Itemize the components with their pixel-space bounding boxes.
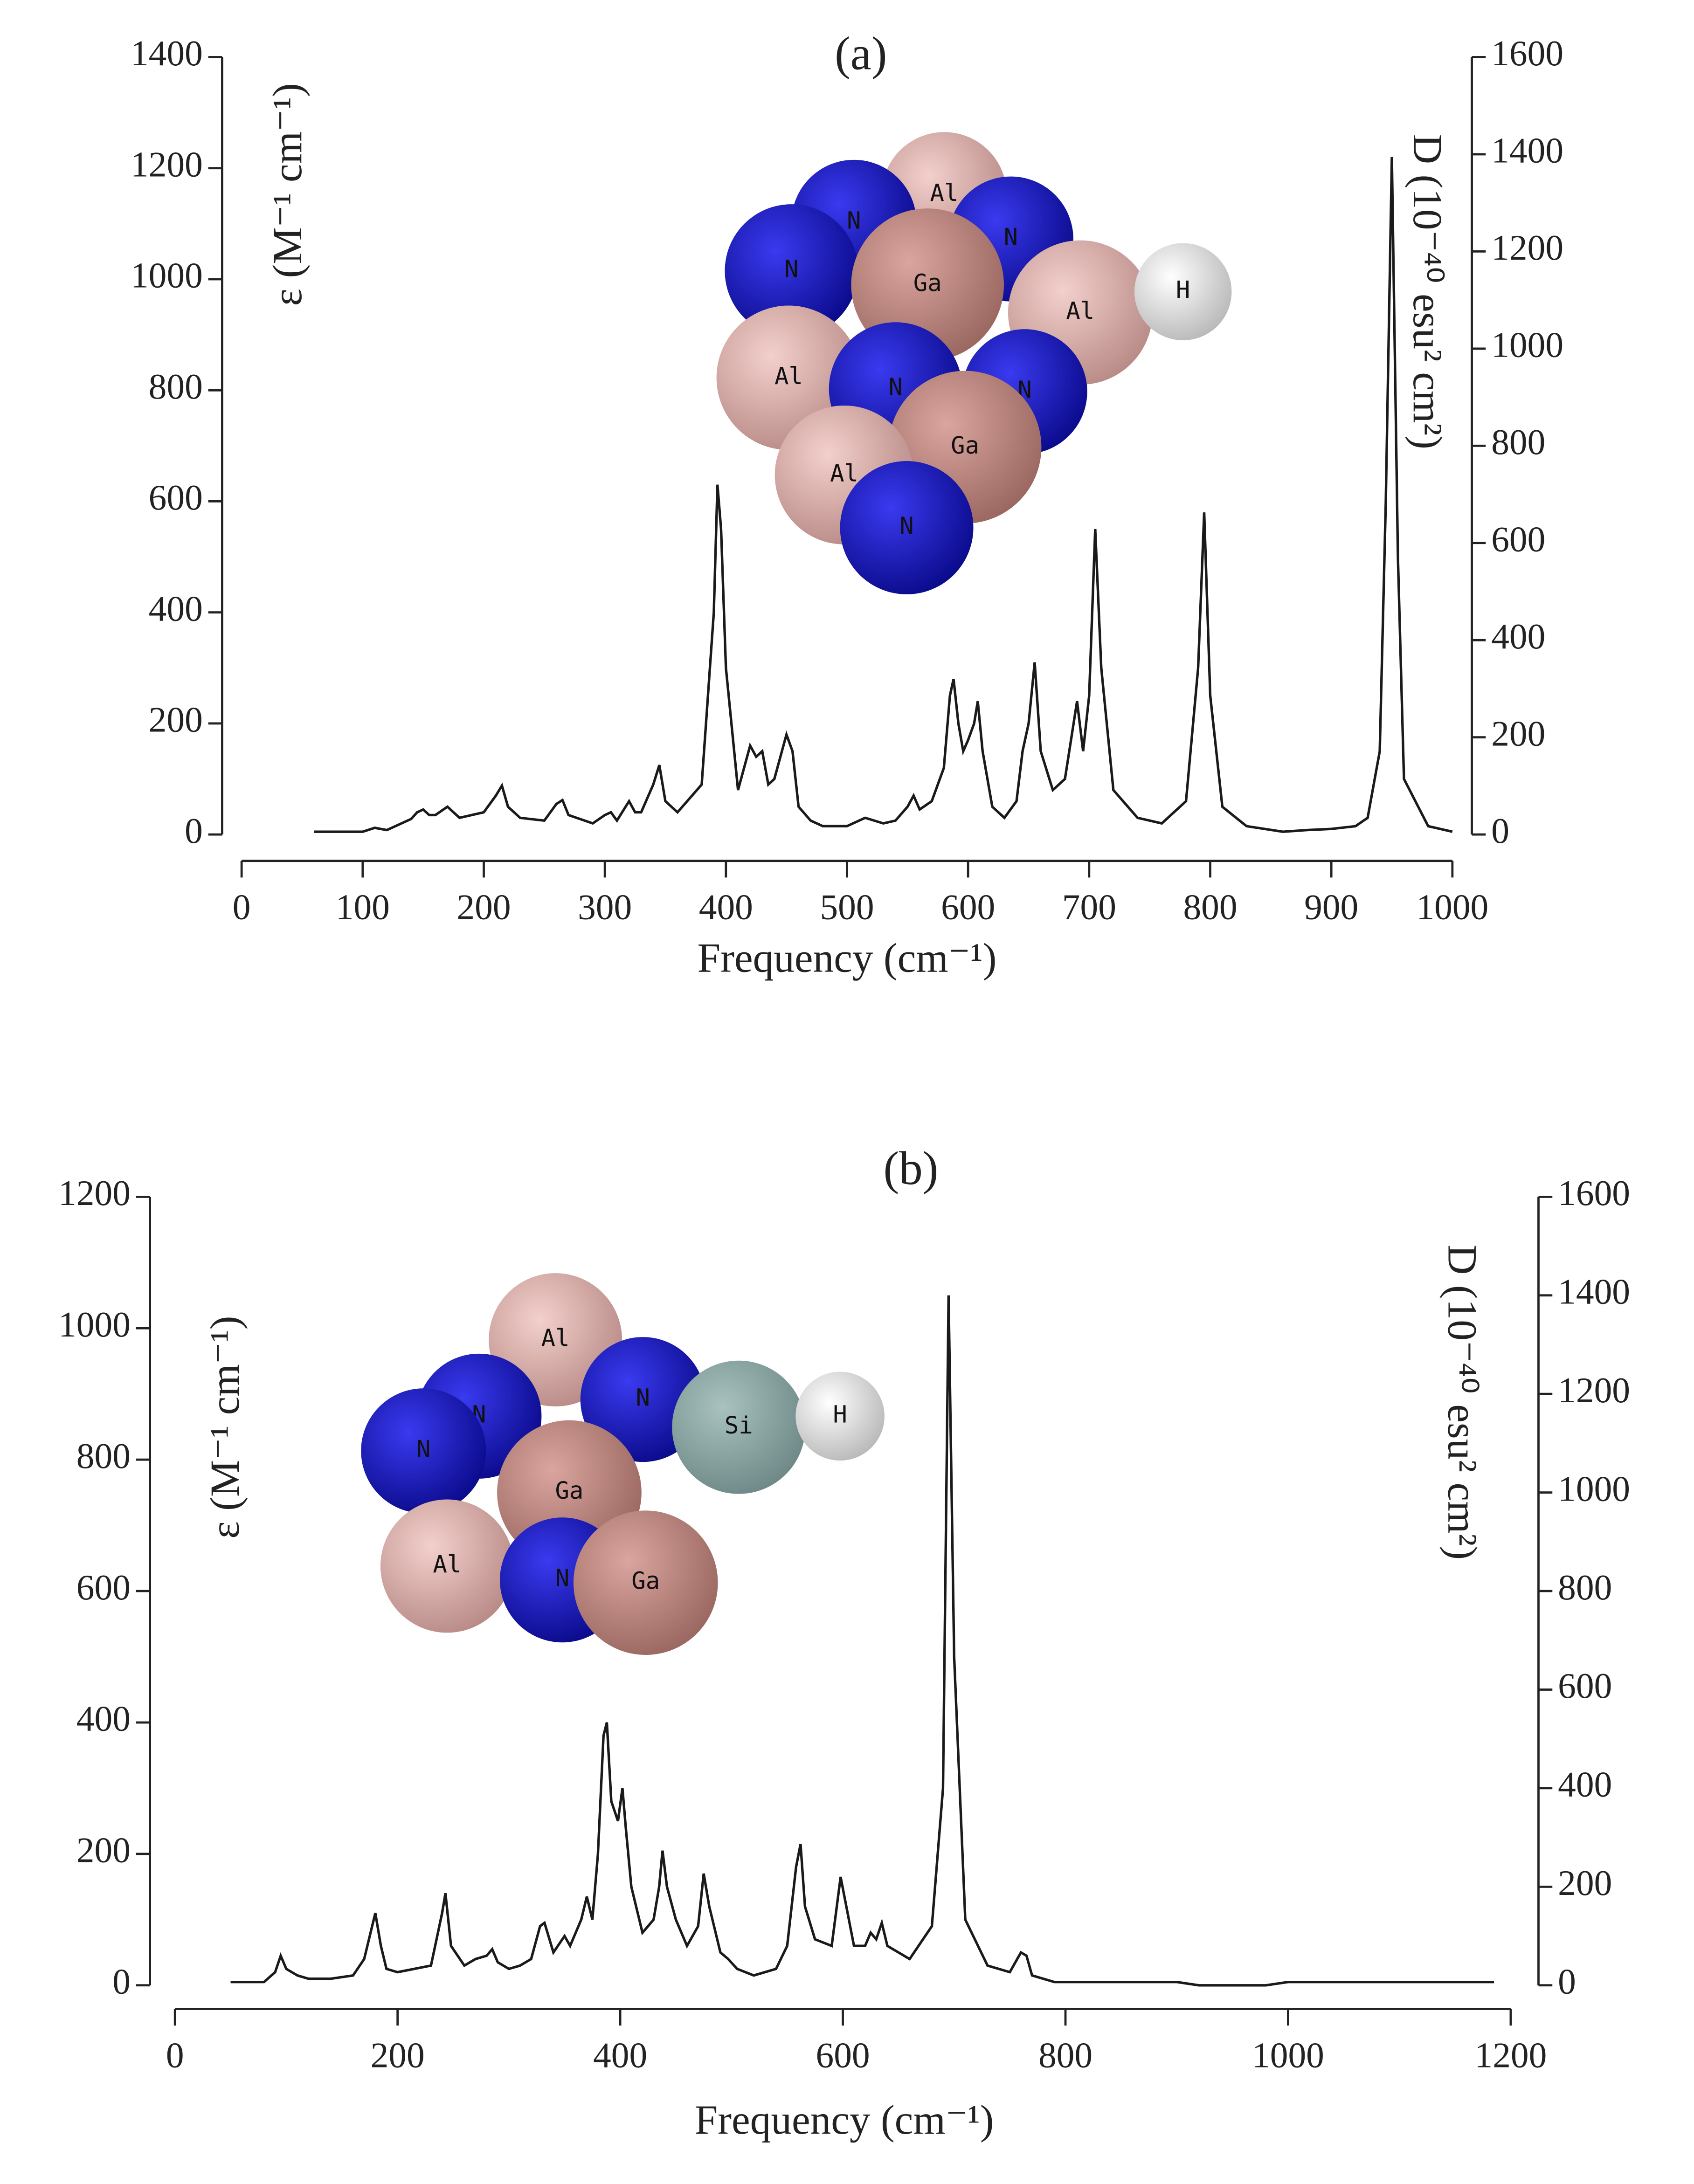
y2-axis-label: D (10⁻⁴⁰ esu² cm²) <box>1404 134 1451 449</box>
y2-tick-label: 400 <box>1491 616 1545 656</box>
atom <box>840 461 974 594</box>
atom-label: N <box>1004 223 1018 251</box>
atom-label: N <box>636 1384 650 1412</box>
y-tick-label: 0 <box>185 811 203 851</box>
atom <box>1134 243 1232 340</box>
y2-tick-label: 200 <box>1491 713 1545 753</box>
x-tick-label: 0 <box>166 2035 184 2075</box>
atom-label: Ga <box>951 432 979 459</box>
atom-label: Al <box>830 459 858 487</box>
atom-label: H <box>833 1400 847 1428</box>
x-tick-label: 0 <box>233 887 251 927</box>
x-tick-label: 1000 <box>1416 887 1488 927</box>
atom-label: N <box>847 207 861 234</box>
y-tick-label: 600 <box>149 477 203 517</box>
y-tick-label: 1000 <box>131 255 203 296</box>
y-tick-label: 600 <box>76 1567 131 1607</box>
atom-label: H <box>1176 276 1190 303</box>
y2-axis-label: D (10⁻⁴⁰ esu² cm²) <box>1439 1245 1485 1560</box>
y2-tick-label: 0 <box>1558 1962 1576 2002</box>
atom-label: N <box>555 1564 569 1592</box>
atom-label: Ga <box>555 1477 583 1504</box>
spectrum-line <box>230 1295 1494 1987</box>
x-tick-label: 700 <box>1062 887 1116 927</box>
x-tick-label: 800 <box>1038 2035 1092 2075</box>
spectrum-line <box>314 157 1453 833</box>
x-tick-label: 100 <box>336 887 390 927</box>
x-tick-label: 200 <box>456 887 511 927</box>
x-tick-label: 900 <box>1304 887 1358 927</box>
y-tick-label: 1400 <box>131 33 203 73</box>
atom-label: Si <box>725 1412 753 1439</box>
y2-tick-label: 600 <box>1491 519 1545 559</box>
atom-label: Ga <box>913 269 942 296</box>
y-tick-label: 1200 <box>58 1173 131 1213</box>
atom-label: Al <box>930 179 958 207</box>
atom-label: Al <box>541 1324 570 1352</box>
atom <box>573 1510 718 1655</box>
x-tick-label: 300 <box>578 887 632 927</box>
atom-label: N <box>784 255 798 283</box>
y-tick-label: 0 <box>112 1962 131 2002</box>
x-axis-label: Frequency (cm⁻¹) <box>695 2097 994 2143</box>
x-tick-label: 1200 <box>1475 2035 1547 2075</box>
y-tick-label: 400 <box>149 588 203 628</box>
y2-tick-label: 800 <box>1558 1567 1612 1607</box>
x-tick-label: 400 <box>593 2035 647 2075</box>
y2-tick-label: 600 <box>1558 1666 1612 1706</box>
atom <box>725 204 858 338</box>
x-axis-label: Frequency (cm⁻¹) <box>698 935 997 981</box>
y-tick-label: 200 <box>76 1830 131 1870</box>
y2-tick-label: 1600 <box>1491 33 1563 73</box>
atom-label: Al <box>774 362 803 390</box>
atom-label: N <box>899 512 913 539</box>
y-tick-label: 400 <box>76 1699 131 1739</box>
y-tick-label: 800 <box>76 1436 131 1476</box>
atom-label: N <box>888 373 902 401</box>
y2-tick-label: 1400 <box>1491 131 1563 171</box>
x-tick-label: 400 <box>699 887 753 927</box>
atom <box>380 1499 514 1633</box>
y2-tick-label: 1200 <box>1491 227 1563 268</box>
atom <box>795 1371 885 1461</box>
y2-tick-label: 1600 <box>1558 1173 1630 1213</box>
y-axis-label: ε (M⁻¹ cm⁻¹) <box>264 83 311 306</box>
y-tick-label: 1000 <box>58 1304 131 1344</box>
y2-tick-label: 1400 <box>1558 1272 1630 1312</box>
x-tick-label: 500 <box>820 887 874 927</box>
y2-tick-label: 200 <box>1558 1863 1612 1903</box>
y2-tick-label: 800 <box>1491 422 1545 462</box>
y2-tick-label: 1200 <box>1558 1370 1630 1410</box>
y-tick-label: 1200 <box>131 144 203 184</box>
x-tick-label: 1000 <box>1252 2035 1324 2075</box>
x-tick-label: 200 <box>371 2035 425 2075</box>
y2-tick-label: 400 <box>1558 1764 1612 1805</box>
chart-title: (a) <box>835 28 887 80</box>
atom <box>672 1360 806 1494</box>
atom-label: Al <box>433 1550 461 1578</box>
atom-label: Ga <box>631 1567 660 1595</box>
chart-title: (b) <box>883 1142 938 1194</box>
y2-tick-label: 0 <box>1491 811 1509 851</box>
y-axis-label: ε (M⁻¹ cm⁻¹) <box>202 1316 248 1539</box>
x-tick-label: 800 <box>1183 887 1237 927</box>
atom-label: Al <box>1066 297 1094 324</box>
y2-tick-label: 1000 <box>1558 1468 1630 1509</box>
y-tick-label: 200 <box>149 700 203 740</box>
atom-label: N <box>416 1435 430 1463</box>
x-tick-label: 600 <box>941 887 995 927</box>
x-tick-label: 600 <box>816 2035 870 2075</box>
atom <box>361 1388 486 1514</box>
y2-tick-label: 1000 <box>1491 325 1563 365</box>
y-tick-label: 800 <box>149 366 203 406</box>
